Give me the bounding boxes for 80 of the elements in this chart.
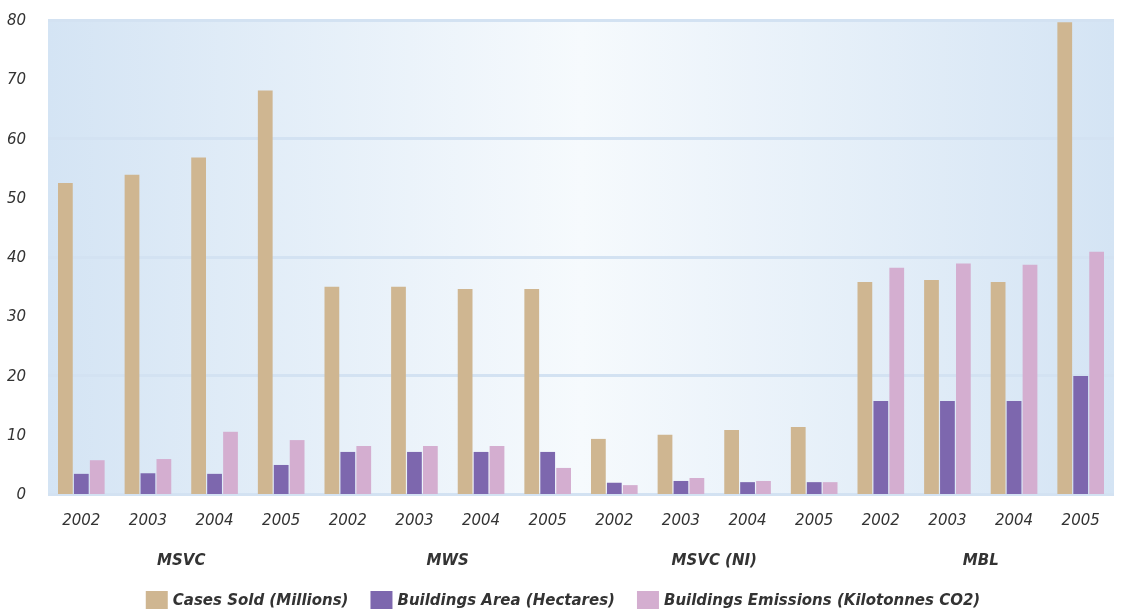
y-tick-label: 20 bbox=[6, 366, 26, 385]
bar bbox=[340, 451, 356, 494]
bar bbox=[1057, 22, 1073, 494]
x-tick-label: 2004 bbox=[994, 510, 1034, 529]
bar bbox=[89, 460, 105, 494]
bar bbox=[1022, 264, 1038, 494]
bar bbox=[990, 281, 1006, 494]
y-tick-label: 70 bbox=[6, 70, 26, 89]
bar bbox=[540, 451, 556, 494]
bar bbox=[606, 482, 622, 494]
bar bbox=[956, 263, 971, 494]
text: MSVC bbox=[157, 550, 206, 569]
legend-label: Buildings Area (Hectares) bbox=[397, 591, 615, 609]
x-tick-label: 2005 bbox=[262, 510, 301, 529]
bar bbox=[673, 480, 689, 494]
bar bbox=[724, 430, 739, 494]
bar bbox=[473, 451, 489, 494]
bar bbox=[924, 280, 939, 494]
x-tick-label: 2004 bbox=[461, 510, 501, 529]
bar bbox=[391, 286, 406, 494]
x-tick-label: 2003 bbox=[395, 510, 434, 529]
bar bbox=[590, 438, 606, 494]
bar bbox=[156, 459, 172, 494]
bar bbox=[457, 289, 473, 494]
x-tick-label: 2005 bbox=[1061, 510, 1100, 529]
bar bbox=[257, 90, 273, 494]
bar bbox=[740, 482, 755, 494]
y-tick-label: 60 bbox=[6, 129, 26, 148]
bar bbox=[356, 446, 372, 494]
legend-label: Buildings Emissions (Kilotonnes CO2) bbox=[663, 591, 981, 609]
y-tick-label: 40 bbox=[6, 248, 26, 266]
x-tick-label: 2002 bbox=[62, 510, 101, 529]
bar bbox=[124, 174, 140, 494]
bar bbox=[1089, 251, 1105, 494]
x-tick-label: 2003 bbox=[661, 510, 701, 529]
bar bbox=[857, 281, 873, 494]
bar bbox=[207, 473, 222, 494]
x-tick-label: 2003 bbox=[128, 510, 168, 529]
text: MSVC (NI) bbox=[671, 550, 757, 569]
bar bbox=[1073, 376, 1089, 494]
x-tick-label: 2005 bbox=[528, 510, 567, 529]
bar bbox=[940, 400, 955, 494]
bar bbox=[556, 467, 572, 494]
x-tick-label: 2004 bbox=[195, 510, 234, 529]
y-tick-label: 10 bbox=[6, 425, 26, 444]
bar bbox=[273, 464, 289, 494]
bar bbox=[289, 440, 305, 494]
bar bbox=[140, 473, 156, 494]
y-tick-label: 30 bbox=[6, 307, 26, 326]
x-tick-label: 2002 bbox=[861, 510, 900, 529]
bar bbox=[790, 427, 806, 494]
bar bbox=[873, 400, 889, 494]
bar bbox=[324, 286, 340, 494]
bar bbox=[822, 482, 838, 494]
bar bbox=[407, 451, 422, 494]
y-tick-label: 0 bbox=[16, 485, 26, 503]
y-tick-label: 80 bbox=[6, 11, 26, 29]
x-tick-label: 2002 bbox=[595, 510, 634, 529]
text: MBL bbox=[962, 550, 999, 569]
bar bbox=[423, 446, 438, 494]
bar bbox=[191, 157, 206, 494]
bar bbox=[806, 482, 822, 494]
bar bbox=[57, 182, 73, 494]
legend-label: Cases Sold (Millions) bbox=[172, 591, 349, 609]
bar bbox=[524, 289, 540, 494]
y-tick-label: 50 bbox=[6, 188, 26, 207]
bar bbox=[689, 478, 705, 494]
x-tick-label: 2002 bbox=[328, 510, 367, 529]
x-tick-label: 2004 bbox=[728, 510, 767, 529]
bar bbox=[73, 473, 89, 494]
bar bbox=[756, 480, 771, 494]
bar bbox=[889, 267, 905, 494]
bar bbox=[622, 485, 638, 494]
text: MWS bbox=[426, 550, 469, 569]
bar bbox=[1006, 400, 1022, 494]
bar bbox=[657, 434, 673, 494]
bar bbox=[223, 431, 238, 494]
x-tick-label: 2003 bbox=[928, 510, 967, 529]
x-tick-label: 2005 bbox=[795, 510, 834, 529]
bar bbox=[489, 446, 505, 494]
